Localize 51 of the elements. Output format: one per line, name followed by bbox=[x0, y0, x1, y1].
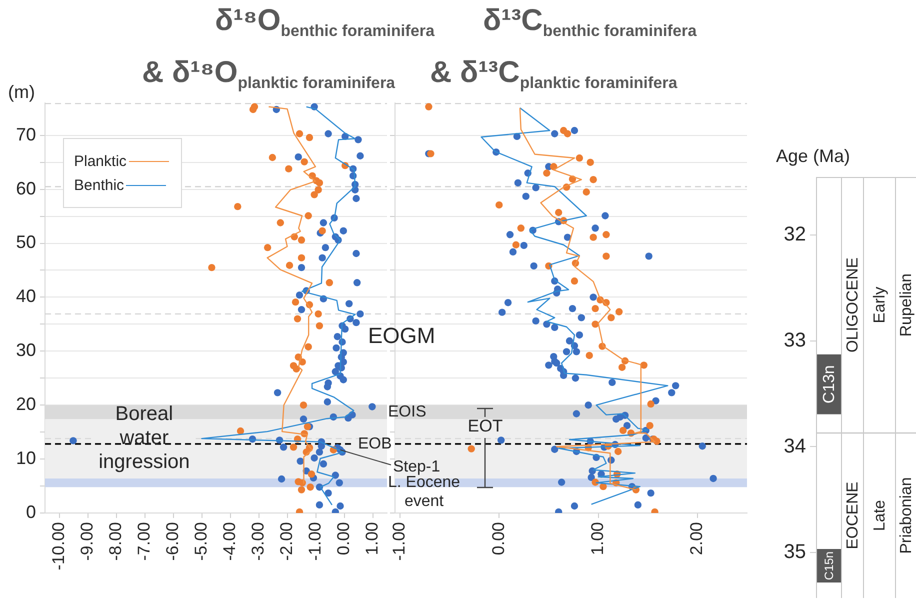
x-tick-label: 2.00 bbox=[687, 522, 706, 556]
annotation: Early bbox=[871, 286, 888, 324]
y-tick-label: 35 bbox=[784, 541, 806, 564]
annotation: Late bbox=[871, 500, 888, 532]
y-axis-title: Age (Ma) bbox=[776, 146, 850, 167]
y-tick-label: 50 bbox=[16, 232, 36, 252]
data-label: C13n bbox=[820, 365, 838, 404]
annotation: EOT bbox=[468, 416, 503, 436]
x-tick-label: 0.00 bbox=[488, 522, 508, 556]
band-label: L. Eocene event bbox=[388, 474, 460, 510]
data-label: C15n bbox=[822, 551, 836, 580]
chart-subtitle: & δ¹³C$_{planktic foraminifera}$ bbox=[430, 56, 678, 93]
y-tick-label: 32 bbox=[784, 224, 806, 246]
y-tick-label: 0 bbox=[26, 502, 36, 522]
band-label: EOIS bbox=[388, 404, 426, 421]
x-tick-label: -4.00 bbox=[220, 522, 239, 561]
x-tick-label: -9.00 bbox=[77, 522, 96, 561]
x-tick-label: -6.00 bbox=[162, 522, 182, 561]
ref-line-label: Boreal water ingression bbox=[98, 403, 190, 474]
legend-label: Planktic bbox=[74, 152, 127, 170]
annotation: Rupelian bbox=[898, 273, 915, 337]
x-tick-label: -8.00 bbox=[106, 522, 125, 561]
x-tick-label: -1.00 bbox=[390, 522, 409, 561]
x-tick-label: -5.00 bbox=[191, 522, 210, 561]
chart-title: δ¹⁸O$_{benthic foraminifera}$ bbox=[215, 4, 435, 41]
y-tick-label: 40 bbox=[16, 286, 36, 306]
chart-subtitle: & δ¹⁸O$_{planktic foraminifera}$ bbox=[142, 56, 396, 93]
annotation: Priabonian bbox=[898, 477, 915, 554]
y-tick-label: 34 bbox=[784, 435, 806, 458]
y-tick-label: 10 bbox=[16, 448, 36, 468]
annotation: EOCENE bbox=[844, 482, 862, 550]
ref-line-label: EOB bbox=[358, 435, 392, 452]
annotation: Step-1 bbox=[393, 458, 440, 476]
x-tick-label: -10.00 bbox=[48, 522, 68, 570]
y-tick-label: 70 bbox=[16, 124, 36, 144]
x-tick-label: -3.00 bbox=[248, 522, 268, 561]
y-tick-label: 30 bbox=[16, 340, 36, 360]
annotation: OLIGOCENE bbox=[844, 257, 862, 353]
x-tick-label: -1.00 bbox=[305, 522, 324, 561]
y-tick-label: 20 bbox=[16, 394, 36, 414]
x-tick-label: 0.00 bbox=[334, 522, 353, 556]
y-axis-title: (m) bbox=[8, 82, 35, 103]
x-tick-label: 1.00 bbox=[588, 522, 607, 556]
x-tick-label: -2.00 bbox=[276, 522, 296, 561]
x-tick-label: -7.00 bbox=[134, 522, 154, 561]
x-tick-label: 1.00 bbox=[362, 522, 382, 556]
y-tick-label: 33 bbox=[784, 329, 806, 352]
legend-label: Benthic bbox=[74, 176, 124, 194]
annotation: EOGM bbox=[368, 322, 436, 348]
chart-title: δ¹³C$_{benthic foraminifera}$ bbox=[483, 4, 697, 41]
y-tick-label: 60 bbox=[16, 178, 36, 198]
